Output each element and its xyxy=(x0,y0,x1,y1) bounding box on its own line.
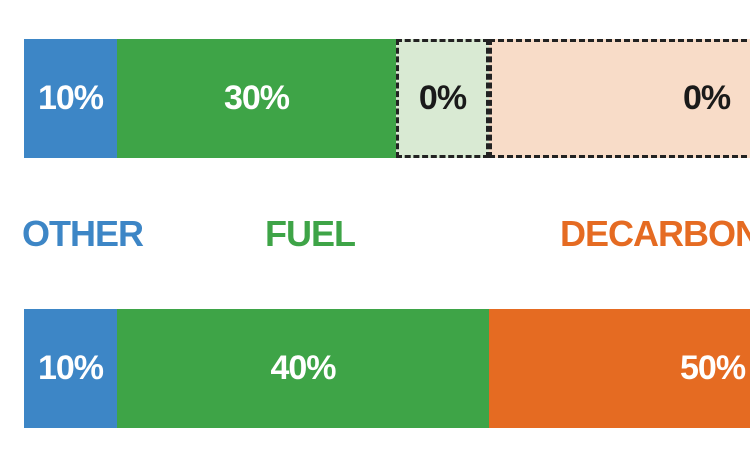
bar1-segment-decarboni-3: 0% xyxy=(489,39,750,158)
bar2-segment-decarboni-2: 50% xyxy=(489,309,750,428)
top-stacked-bar: 10% 30% 0% 0% xyxy=(24,39,750,158)
bar2-segment-other-0: 10% xyxy=(24,309,117,428)
bar2-segment-label-1: 40% xyxy=(270,349,336,387)
bar2-segment-fuel-1: 40% xyxy=(117,309,489,428)
category-label-other: OTHER xyxy=(22,213,144,254)
bar1-segment-label-1: 30% xyxy=(223,79,290,117)
bar1-segment-other-0: 10% xyxy=(24,39,117,158)
bar1-segment-fuel-2: 0% xyxy=(396,39,489,158)
category-label-decarbonization: DECARBONI xyxy=(560,213,750,254)
bar1-segment-label-2: 0% xyxy=(418,79,467,117)
bar1-segment-label-0: 10% xyxy=(37,79,104,117)
bar1-segment-label-3: 0% xyxy=(683,79,731,117)
bottom-stacked-bar: 10% 40% 50% xyxy=(24,309,750,428)
bar1-segment-fuel-1: 30% xyxy=(117,39,396,158)
category-label-fuel: FUEL xyxy=(265,213,356,254)
bar2-segment-label-0: 10% xyxy=(37,349,104,387)
bar2-segment-label-2: 50% xyxy=(680,349,746,387)
